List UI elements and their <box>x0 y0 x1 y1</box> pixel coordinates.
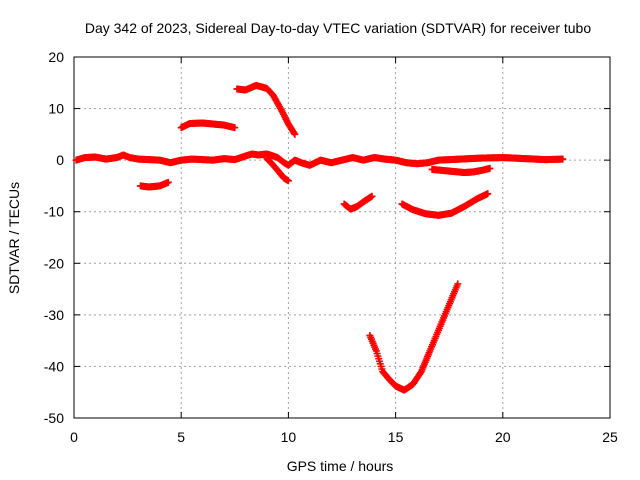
plot-frame <box>73 56 611 419</box>
data-point <box>484 190 492 198</box>
data-point <box>291 130 299 138</box>
x-tick-label: 20 <box>495 429 511 445</box>
series-arc-6 <box>340 192 376 213</box>
y-tick-label: 10 <box>48 101 64 117</box>
y-tick-labels: -50 -40 -30 -20 -10 0 10 20 <box>44 49 64 426</box>
series-arc-2 <box>136 178 172 191</box>
data-point <box>454 280 462 288</box>
x-tick-label: 15 <box>388 429 404 445</box>
y-tick-label: 0 <box>56 152 64 168</box>
series-arc-5 <box>263 155 292 185</box>
x-tick-label: 10 <box>281 429 297 445</box>
x-tick-label: 0 <box>70 429 78 445</box>
y-tick-label: -20 <box>44 255 64 271</box>
data-point <box>290 129 298 137</box>
x-axis-label: GPS time / hours <box>287 458 394 474</box>
data-point <box>368 192 376 200</box>
x-tick-label: 5 <box>177 429 185 445</box>
series-arc-7 <box>398 190 492 219</box>
data-point <box>559 155 567 163</box>
series-arc-8 <box>428 164 494 177</box>
data-point <box>231 124 239 132</box>
chart-title: Day 342 of 2023, Sidereal Day-to-day VTE… <box>85 20 592 36</box>
series-arc-1 <box>72 150 567 169</box>
data-point <box>486 164 494 172</box>
data-points <box>72 81 567 394</box>
y-axis-label: SDTVAR / TECUs <box>6 182 22 294</box>
y-tick-label: -40 <box>44 358 64 374</box>
x-tick-labels: 0 5 10 15 20 25 <box>70 429 618 445</box>
y-tick-label: -10 <box>44 204 64 220</box>
y-tick-label: 20 <box>48 49 64 65</box>
series-arc-3 <box>177 119 239 132</box>
y-tick-label: -30 <box>44 307 64 323</box>
ticks <box>73 56 611 419</box>
x-tick-label: 25 <box>602 429 618 445</box>
grid <box>74 57 610 418</box>
y-tick-label: -50 <box>44 410 64 426</box>
data-point <box>284 177 292 185</box>
data-point <box>164 178 172 186</box>
series-arc-4 <box>233 81 299 138</box>
series-arc-9 <box>366 280 462 394</box>
